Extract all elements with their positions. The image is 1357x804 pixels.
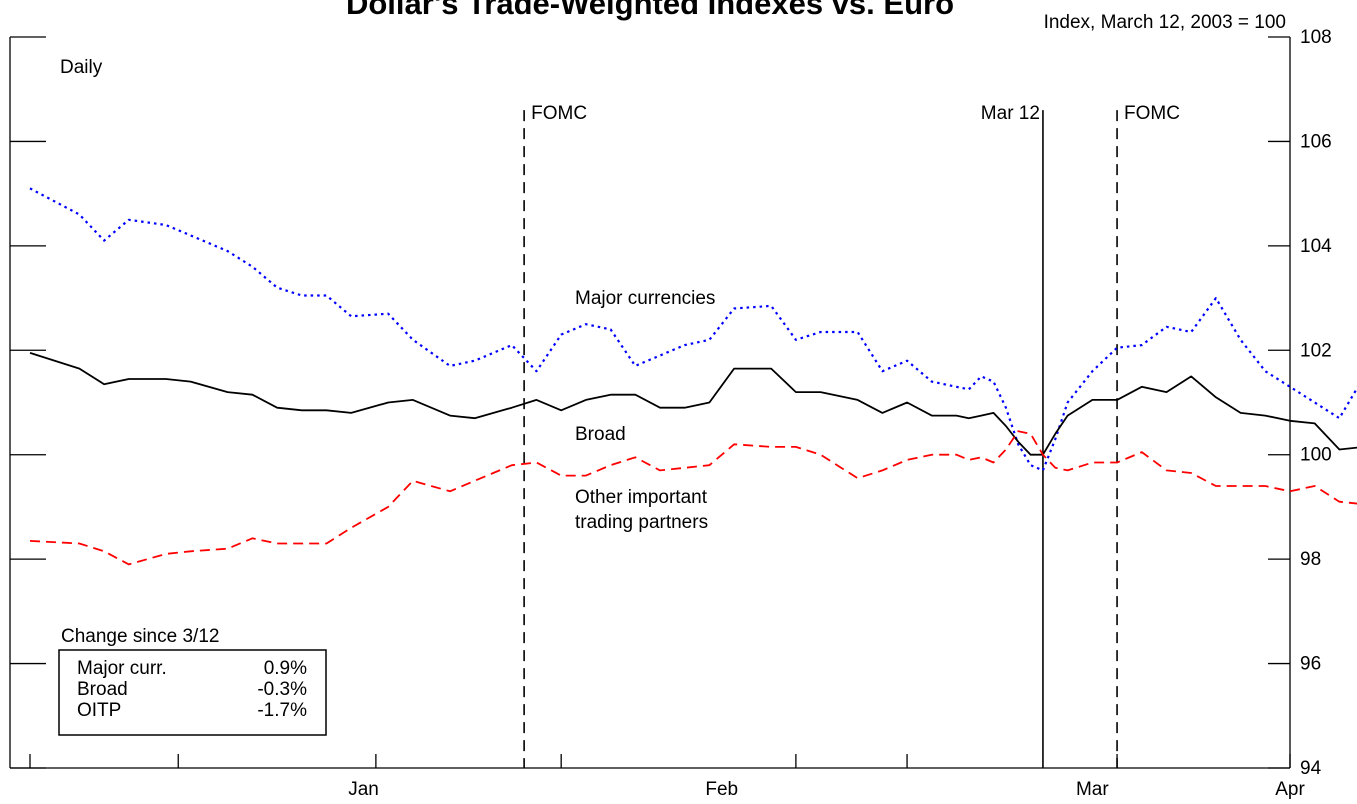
change-box-heading: Change since 3/12 [61,626,219,647]
y-tick-label: 96 [1300,654,1321,675]
y-tick-label: 104 [1300,236,1332,257]
change-box-value: 0.9% [264,658,307,679]
series-line [29,430,1357,566]
event-label: Mar 12 [981,103,1040,124]
x-tick-label: Apr [1275,779,1305,800]
change-box-value: -1.7% [257,700,307,721]
series-label: Major currencies [575,288,715,309]
change-box-label: Major curr. [77,658,167,679]
y-tick-label: 102 [1300,340,1332,361]
change-box-value: -0.3% [257,679,307,700]
x-tick-label: Mar [1076,779,1109,800]
event-label: FOMC [531,103,587,124]
y-tick-label: 108 [1300,27,1332,48]
series-line [29,352,1357,456]
y-tick-label: 98 [1300,549,1321,570]
chart-title: Dollar's Trade-Weighted Indexes vs. Euro [346,0,954,21]
event-label: FOMC [1124,103,1180,124]
frequency-label: Daily [60,57,103,78]
y-tick-label: 106 [1300,131,1332,152]
units-note: Index, March 12, 2003 = 100 [1044,12,1286,33]
x-tick-label: Feb [705,779,738,800]
y-tick-label: 100 [1300,445,1332,466]
series-label: trading partners [575,512,708,533]
x-tick-label: Jan [348,779,379,800]
change-box-label: OITP [77,700,121,721]
change-box-label: Broad [77,679,128,700]
series-line [29,187,1357,472]
y-tick-label: 94 [1300,758,1322,779]
series-label: Other important [575,487,708,508]
series-label: Broad [575,424,626,445]
change-box-frame [58,649,327,736]
